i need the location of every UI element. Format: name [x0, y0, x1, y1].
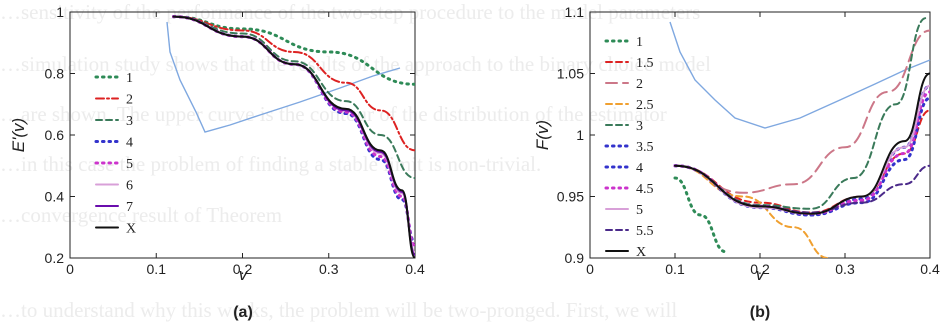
legend-label: 2 [126, 93, 133, 108]
legend-label: 1.5 [636, 56, 654, 71]
series-group [673, 17, 930, 258]
y-tick-label: 1.05 [557, 66, 584, 82]
y-tick-label: 1 [56, 4, 64, 20]
y-tick-label: 0.4 [45, 189, 65, 205]
y-axis-label: F(v) [533, 120, 552, 150]
y-tick-label: 0.8 [45, 66, 65, 82]
x-tick-label: 0.4 [920, 261, 940, 277]
series-line-2.5 [674, 164, 829, 258]
y-tick-label: 0.95 [557, 189, 584, 205]
legend-label: 3 [126, 114, 133, 129]
panel-label: (a) [233, 304, 253, 321]
series-line-X [172, 15, 415, 258]
y-tick-label: 0.6 [45, 127, 65, 143]
panel-label: (b) [750, 304, 770, 321]
legend-label: 2 [636, 77, 643, 92]
x-tick-label: 0.3 [835, 261, 855, 277]
background-curve [669, 21, 931, 129]
legend-label: 5 [126, 157, 133, 172]
legend-label: 3.5 [636, 140, 654, 155]
legend-label: X [636, 245, 646, 260]
series-line-4.5 [673, 90, 930, 216]
x-tick-label: 0.2 [750, 261, 770, 277]
chart-panel-a: 0 0.1 0.2 0.3 0.4 0.2 0.4 0.6 0.8 1 E'(v) v (a) 1 2 3 4 5… [9, 4, 425, 321]
legend-label: 4.5 [636, 182, 654, 197]
y-tick-label: 1 [576, 127, 584, 143]
y-tick-label: 0.2 [45, 250, 65, 266]
legend-label: 4 [126, 136, 133, 151]
legend-label: 5.5 [636, 224, 654, 239]
legend-label: 6 [126, 179, 133, 194]
series-line-1 [172, 15, 415, 86]
series-group [172, 15, 415, 258]
x-axis-label: v [756, 265, 766, 284]
series-line-4 [673, 96, 930, 217]
legend-label: 5 [636, 203, 643, 218]
legend-label: 1 [126, 71, 133, 86]
series-line-2 [674, 29, 930, 194]
x-axis-label: v [239, 265, 249, 284]
series-line-2 [172, 15, 415, 152]
x-tick-label: 0.1 [665, 261, 685, 277]
legend-label: 1 [636, 35, 643, 50]
x-tick-label: 0.1 [147, 261, 167, 277]
x-tick-label: 0 [66, 261, 74, 277]
legend-label: 4 [636, 161, 643, 176]
y-axis-label: E'(v) [9, 118, 28, 152]
y-tick-label: 1.1 [565, 4, 585, 20]
series-line-X [674, 72, 930, 215]
legend-label: 2.5 [636, 98, 654, 113]
series-line-1 [673, 176, 728, 254]
x-tick-label: 0 [586, 261, 594, 277]
legend-label: X [126, 222, 136, 237]
y-tick-label: 0.9 [565, 250, 585, 266]
series-line-3 [172, 15, 415, 180]
x-tick-label: 0.4 [405, 261, 425, 277]
x-tick-label: 0.2 [233, 261, 253, 277]
x-tick-label: 0.3 [319, 261, 339, 277]
series-line-5.5 [674, 164, 930, 214]
legend-label: 3 [636, 119, 643, 134]
legend-label: 7 [126, 200, 133, 215]
